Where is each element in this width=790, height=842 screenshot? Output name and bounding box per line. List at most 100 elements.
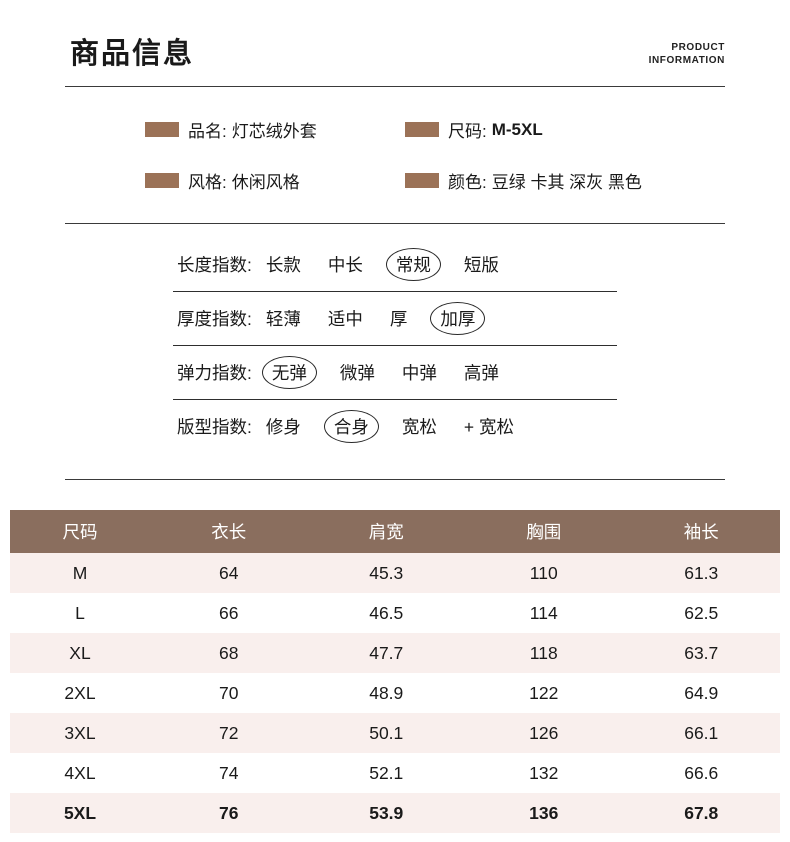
shoulder-cell: 46.5 (369, 602, 404, 623)
index-option: 长款 (265, 255, 301, 275)
size-cell: M (72, 562, 88, 583)
table-row: 3XL 72 50.1 126 66.1 (10, 713, 780, 753)
attr-label: 品名: (188, 122, 227, 141)
attr-label: 尺码: (448, 122, 487, 141)
bust-cell: 114 (529, 602, 558, 623)
divider (65, 479, 725, 480)
size-cell: 3XL (64, 722, 96, 743)
index-option: 微弹 (339, 363, 375, 383)
shoulder-cell: 48.9 (369, 682, 404, 703)
index-row-fit: 版型指数: 修身 合身 宽松 + 宽松 (173, 400, 617, 453)
table-row: XL 68 47.7 118 63.7 (10, 633, 780, 673)
sleeve-cell: 64.9 (684, 682, 719, 703)
index-option-selected: 加厚 (430, 302, 486, 335)
label-marker-icon (145, 122, 179, 137)
attributes-section: 品名: 灯芯绒外套 尺码: M-5XL 风格: 休闲风格 颜色: 豆绿 卡其 深… (0, 87, 790, 193)
size-table-header-cell: 肩宽 (368, 522, 404, 542)
sleeve-cell: 63.7 (684, 642, 719, 663)
attr-value: 休闲风格 (231, 173, 300, 192)
attr-style: 风格: 休闲风格 (145, 168, 405, 193)
index-label: 弹力指数: (177, 363, 252, 383)
sleeve-cell: 67.8 (684, 802, 719, 823)
shoulder-cell: 45.3 (369, 562, 404, 583)
index-option: 厚 (389, 309, 408, 329)
index-options: 修身 合身 宽松 + 宽松 (265, 410, 514, 443)
size-table-header-cell: 尺码 (62, 522, 98, 542)
index-option: 轻薄 (265, 309, 301, 329)
table-row: 5XL 76 53.9 136 67.8 (10, 793, 780, 833)
shoulder-cell: 47.7 (369, 642, 404, 663)
shoulder-cell: 52.1 (369, 762, 404, 783)
bust-cell: 118 (529, 642, 558, 663)
divider (65, 86, 725, 87)
bust-cell: 110 (529, 562, 558, 583)
table-row: 4XL 74 52.1 132 66.6 (10, 753, 780, 793)
index-section: 长度指数: 长款 中长 常规 短版 厚度指数: 轻薄 适中 厚 加厚 弹力指数:… (173, 238, 617, 453)
index-label: 厚度指数: (177, 309, 252, 329)
table-row: L 66 46.5 114 62.5 (10, 593, 780, 633)
index-option: 高弹 (463, 363, 499, 383)
index-label: 版型指数: (177, 417, 252, 437)
index-row-length: 长度指数: 长款 中长 常规 短版 (173, 238, 617, 292)
index-options: 无弹 微弹 中弹 高弹 (261, 356, 499, 389)
sleeve-cell: 61.3 (684, 562, 719, 583)
index-option: 修身 (265, 417, 301, 437)
table-row: M 64 45.3 110 61.3 (10, 553, 780, 593)
size-table: 尺码 衣长 肩宽 胸围 袖长 M 64 45.3 110 61.3 L 66 4… (10, 510, 780, 833)
size-cell: 2XL (64, 682, 96, 703)
subtitle-line1: PRODUCT (671, 42, 725, 53)
index-option: 短版 (463, 255, 499, 275)
size-cell: L (75, 602, 85, 623)
attr-value: 豆绿 卡其 深灰 黑色 (491, 173, 642, 192)
bust-cell: 126 (529, 722, 559, 743)
length-cell: 76 (219, 802, 239, 823)
length-cell: 74 (219, 762, 239, 783)
label-marker-icon (145, 173, 179, 188)
size-cell: 5XL (63, 802, 97, 823)
size-table-header-row: 尺码 衣长 肩宽 胸围 袖长 (10, 510, 780, 553)
index-label: 长度指数: (177, 255, 252, 275)
index-option: 中弹 (401, 363, 437, 383)
index-row-elasticity: 弹力指数: 无弹 微弹 中弹 高弹 (173, 346, 617, 400)
table-row: 2XL 70 48.9 122 64.9 (10, 673, 780, 713)
index-option: 适中 (327, 309, 363, 329)
attr-color: 颜色: 豆绿 卡其 深灰 黑色 (405, 168, 790, 193)
divider (65, 223, 725, 224)
index-option: 宽松 (401, 417, 437, 437)
size-cell: 4XL (64, 762, 96, 783)
index-option-selected: 无弹 (261, 356, 317, 389)
subtitle-en: PRODUCT INFORMATION (649, 30, 725, 67)
label-marker-icon (405, 173, 439, 188)
attr-product-name: 品名: 灯芯绒外套 (145, 117, 405, 142)
shoulder-cell: 50.1 (369, 722, 404, 743)
length-cell: 72 (219, 722, 239, 743)
attr-value: 灯芯绒外套 (231, 122, 317, 141)
attr-size: 尺码: M-5XL (405, 117, 790, 142)
header: 商品信息 PRODUCT INFORMATION (0, 0, 790, 72)
length-cell: 70 (219, 682, 239, 703)
size-cell: XL (69, 642, 91, 663)
sleeve-cell: 66.1 (684, 722, 719, 743)
index-row-thickness: 厚度指数: 轻薄 适中 厚 加厚 (173, 292, 617, 346)
label-marker-icon (405, 122, 439, 137)
bust-cell: 122 (529, 682, 559, 703)
index-option: + 宽松 (463, 417, 514, 437)
attr-label: 风格: (188, 173, 227, 192)
attr-value: M-5XL (491, 119, 543, 139)
length-cell: 66 (219, 602, 239, 623)
bust-cell: 136 (529, 802, 559, 823)
attr-label: 颜色: (448, 173, 487, 192)
index-option-selected: 合身 (323, 410, 379, 443)
shoulder-cell: 53.9 (369, 802, 404, 823)
sleeve-cell: 66.6 (684, 762, 719, 783)
index-option: 中长 (327, 255, 363, 275)
index-option-selected: 常规 (385, 248, 441, 281)
length-cell: 64 (219, 562, 239, 583)
size-table-header-cell: 胸围 (526, 522, 562, 542)
page-title: 商品信息 (70, 38, 195, 70)
index-options: 轻薄 适中 厚 加厚 (265, 302, 486, 335)
size-table-header-cell: 衣长 (211, 522, 247, 542)
index-options: 长款 中长 常规 短版 (265, 248, 499, 281)
sleeve-cell: 62.5 (684, 602, 719, 623)
